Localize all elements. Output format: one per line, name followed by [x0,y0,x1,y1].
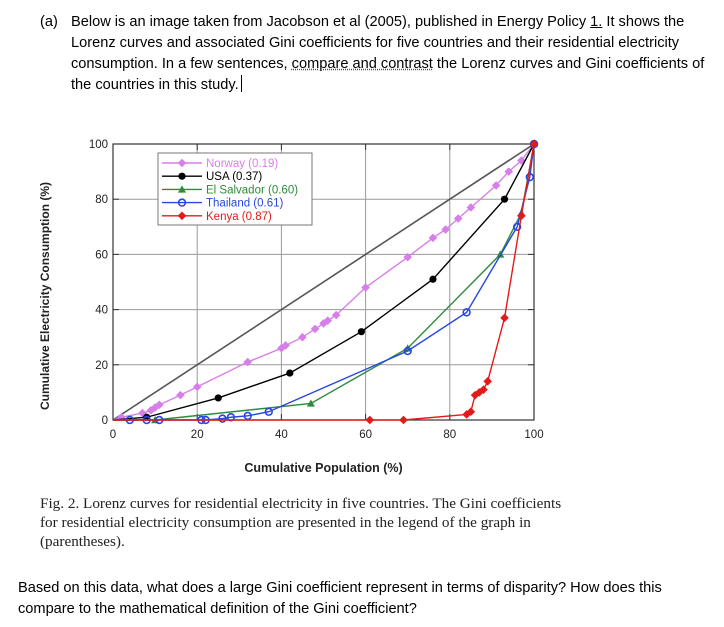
question-text-part-2: It shows the Lorenz curves and associate… [71,14,685,72]
data-point-norway [453,214,463,223]
legend-marker-el-salvador [178,185,186,193]
data-point-usa [286,369,294,377]
x-axis-label: Cumulative Population (%) [244,461,402,475]
series-line-usa [112,143,535,421]
x-tick-label: 20 [191,429,204,441]
lorenz-chart: 0 20 40 60 80 100 0 20 40 60 80 100 Cumulative Popul… [38,139,544,475]
y-tick-label: 20 [95,360,108,372]
data-point-thailand [264,407,273,416]
data-point-usa [214,394,222,402]
legend-label-el-salvador: El Salvador (0.60) [206,184,298,196]
data-point-norway [504,167,514,176]
data-point-norway [138,408,147,418]
legend-label-norway: Norway (0.19) [206,158,278,170]
x-tick-label: 100 [524,429,543,441]
x-tick-label: 40 [275,429,288,441]
data-point-kenya [517,211,526,221]
data-point-norway [117,412,126,422]
legend-marker-kenya [177,211,187,221]
data-point-norway [331,310,341,320]
data-point-norway [361,283,370,292]
y-axis-label: Cumulative Electricity Consumption (%) [38,182,52,410]
data-point-thailand [525,172,534,182]
data-point-kenya [399,415,408,425]
data-point-norway [428,233,438,243]
legend-marker-thailand [177,198,187,207]
data-point-norway [466,203,476,212]
legend-label-thailand: Thailand (0.61) [206,198,284,210]
y-tick-label: 40 [95,305,108,317]
data-point-usa [429,275,437,283]
data-point-thailand [403,346,412,356]
y-tick-label: 60 [95,249,108,261]
legend-label-kenya: Kenya (0.87) [206,211,272,223]
data-point-norway [517,156,526,165]
data-point-norway [491,181,501,190]
data-point-kenya [365,415,375,425]
data-point-el-salvador [306,399,315,407]
figure-caption: Fig. 2. Lorenz curves for residential el… [40,495,562,550]
data-point-norway [403,252,413,262]
data-point-norway [310,324,320,334]
data-point-norway [176,390,185,400]
x-tick-label: 60 [359,429,372,441]
data-point-thailand [218,414,227,423]
data-point-norway [192,382,202,392]
x-tick-label: 0 [110,429,116,441]
question-body: Below is an image taken from Jacobson et… [40,12,716,96]
question-label: (a) [40,14,58,30]
data-point-usa [500,195,509,203]
data-point-norway [298,332,307,342]
x-tick-label: 80 [443,429,456,441]
legend-marker-usa [178,172,186,180]
reference-link[interactable]: 1. [590,14,603,30]
data-point-kenya [529,139,539,149]
data-point-norway [155,400,164,410]
question-text-part-3: the Lorenz curves and Gini coefficients … [71,56,705,93]
y-tick-label: 80 [95,194,108,206]
data-point-kenya [500,313,509,323]
question-text-part-1: Below is an image taken from Jacobson et… [71,14,591,30]
legend-label-usa: USA (0.37) [206,171,262,183]
data-point-norway [243,357,253,367]
data-point-thailand [243,411,252,421]
y-tick-label: 0 [102,415,108,427]
question-text: (a) Below is an image taken from Jacobso… [40,12,716,96]
data-point-thailand [512,222,522,232]
data-point-norway [281,341,290,350]
text-cursor [240,75,242,92]
data-point-kenya [483,377,492,386]
equality-line [112,143,535,421]
data-point-norway [441,225,450,234]
data-point-norway [323,316,333,325]
y-tick-label: 100 [89,139,108,151]
emphasis-compare-contrast: compare and contrast [291,56,433,72]
data-point-kenya [479,385,488,394]
legend-marker-norway [177,158,187,168]
data-point-thailand [462,308,471,317]
data-point-kenya [466,407,476,417]
followup-question: Based on this data, what does a large Gi… [18,580,662,617]
data-point-usa [357,328,365,336]
